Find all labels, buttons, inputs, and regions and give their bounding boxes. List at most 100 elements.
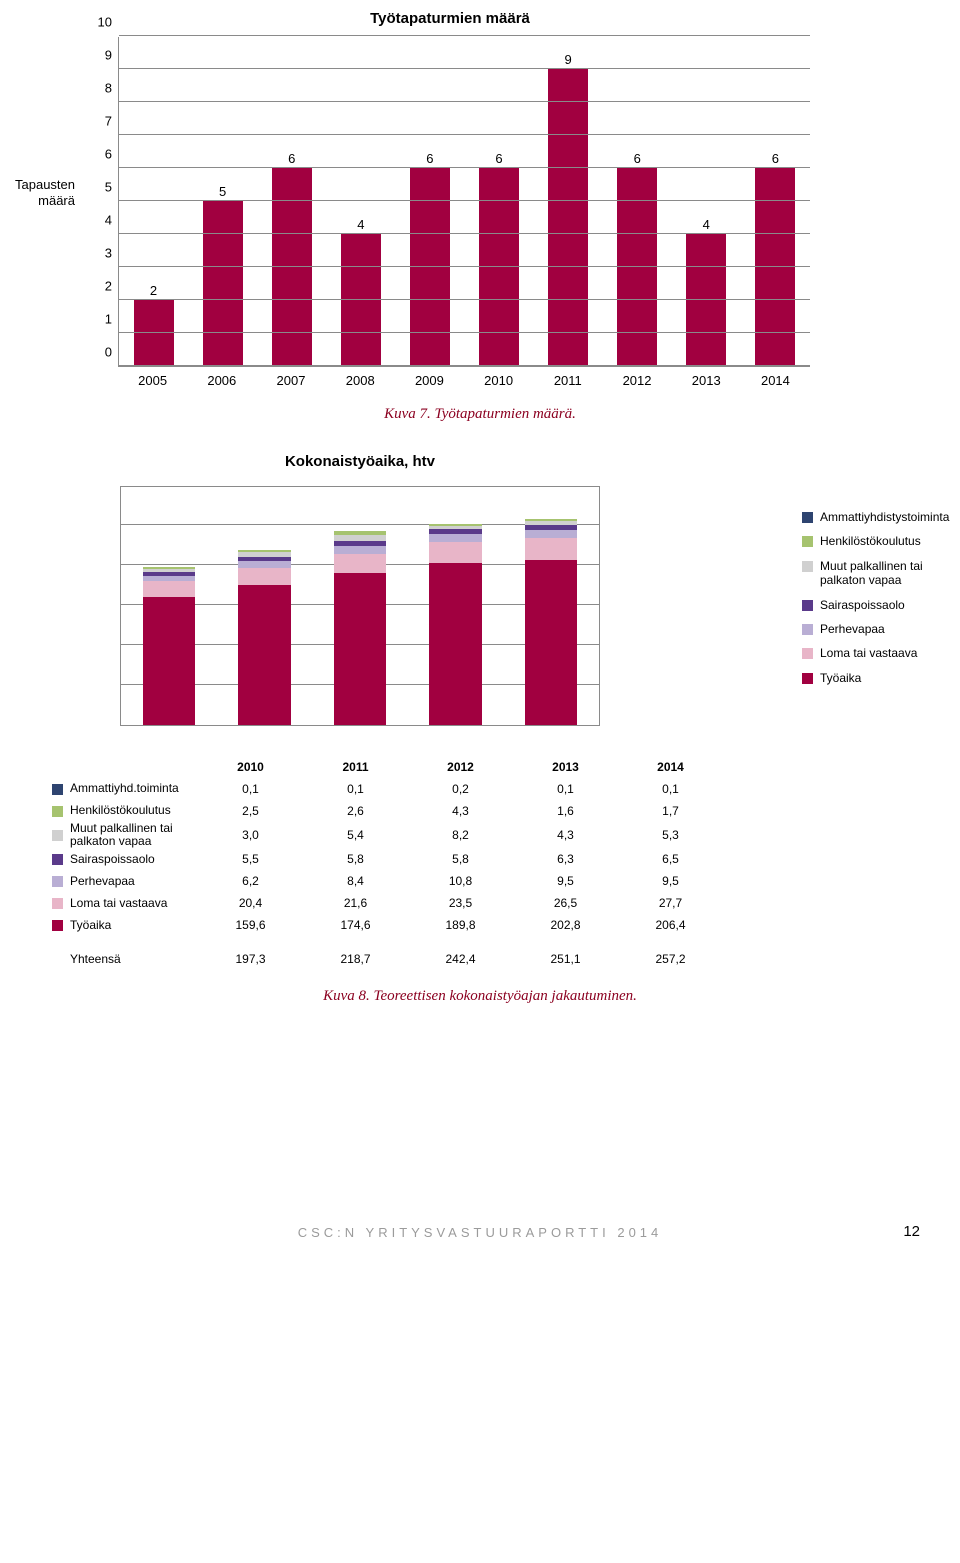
table-cell: 206,4 (618, 918, 723, 932)
y-tick-label: 5 (105, 180, 112, 195)
x-tick-label: 2013 (672, 367, 741, 388)
legend-swatch (802, 512, 813, 523)
page-footer: CSC:N YRITYSVASTUURAPORTTI 2014 12 (40, 1225, 920, 1240)
y-tick-label: 0 (105, 345, 112, 360)
table-cell: 1,6 (513, 804, 618, 818)
legend-item: Ammattiyhdistystoiminta (802, 510, 949, 524)
bar-value-label: 6 (634, 151, 641, 166)
legend-item: Henkilöstökoulutus (802, 534, 949, 548)
table-cell: 2,5 (198, 804, 303, 818)
y-tick-label: 4 (105, 213, 112, 228)
x-tick-label: 2008 (326, 367, 395, 388)
legend-item: Perhevapaa (802, 622, 949, 636)
stacked-chart-legend: Ammattiyhdistystoiminta Henkilöstökoulutu… (802, 486, 949, 970)
table-cell: 1,7 (618, 804, 723, 818)
total-cell: 218,7 (303, 952, 408, 966)
table-row: Henkilöstökoulutus2,52,64,31,61,7 (52, 800, 752, 822)
legend-item: Muut palkallinen tai palkaton vapaa (802, 559, 949, 588)
table-row: Työaika159,6174,6189,8202,8206,4 (52, 914, 752, 936)
x-tick-label: 2009 (395, 367, 464, 388)
bar-chart-ylabel: Tapausten määrä (0, 177, 75, 208)
accident-bar-chart: Työtapaturmien määrä Tapausten määrä 012… (90, 10, 810, 388)
stacked-bar (525, 519, 578, 725)
table-cell: 21,6 (303, 896, 408, 910)
row-swatch (52, 898, 63, 909)
table-cell: 6,3 (513, 852, 618, 866)
table-cell: 5,4 (303, 828, 408, 842)
table-cell: 202,8 (513, 918, 618, 932)
x-tick-label: 2006 (187, 367, 256, 388)
x-tick-label: 2014 (741, 367, 810, 388)
bar (410, 168, 450, 366)
legend-swatch (802, 624, 813, 635)
x-tick-label: 2007 (256, 367, 325, 388)
table-cell: 3,0 (198, 828, 303, 842)
table-cell: 4,3 (513, 828, 618, 842)
row-label: Ammattiyhd.toiminta (70, 782, 198, 795)
legend-swatch (802, 561, 813, 572)
legend-label: Ammattiyhdistystoiminta (820, 510, 949, 524)
table-cell: 6,5 (618, 852, 723, 866)
table-cell: 6,2 (198, 874, 303, 888)
table-header-cell: 2010 (198, 760, 303, 774)
table-cell: 5,5 (198, 852, 303, 866)
table-cell: 5,8 (408, 852, 513, 866)
table-header-cell: 2011 (303, 760, 408, 774)
stacked-chart-title: Kokonaistyöaika, htv (120, 453, 600, 470)
y-tick-label: 7 (105, 114, 112, 129)
table-cell: 10,8 (408, 874, 513, 888)
table-cell: 5,8 (303, 852, 408, 866)
table-header-cell: 2012 (408, 760, 513, 774)
table-cell: 8,2 (408, 828, 513, 842)
table-cell: 0,2 (408, 782, 513, 796)
legend-item: Työaika (802, 671, 949, 685)
table-row: Loma tai vastaava20,421,623,526,527,7 (52, 892, 752, 914)
legend-item: Loma tai vastaava (802, 646, 949, 660)
bar (617, 168, 657, 366)
bar-value-label: 4 (357, 217, 364, 232)
row-swatch (52, 830, 63, 841)
row-label: Muut palkallinen tai palkaton vapaa (70, 822, 198, 848)
bar (686, 234, 726, 366)
y-tick-label: 10 (98, 15, 112, 30)
bar (341, 234, 381, 366)
bar-value-label: 5 (219, 184, 226, 199)
bar (548, 69, 588, 366)
table-cell: 2,6 (303, 804, 408, 818)
row-label: Perhevapaa (70, 875, 198, 888)
y-tick-label: 8 (105, 81, 112, 96)
bar (134, 300, 174, 366)
legend-swatch (802, 600, 813, 611)
stacked-bar (143, 567, 196, 725)
table-cell: 8,4 (303, 874, 408, 888)
stacked-bar (238, 550, 291, 725)
table-row: Muut palkallinen tai palkaton vapaa3,05,… (52, 822, 752, 848)
worktime-data-table: 20102011201220132014 Ammattiyhd.toiminta… (52, 756, 752, 970)
bar-value-label: 4 (703, 217, 710, 232)
y-tick-label: 9 (105, 48, 112, 63)
x-tick-label: 2005 (118, 367, 187, 388)
x-tick-label: 2011 (533, 367, 602, 388)
table-cell: 26,5 (513, 896, 618, 910)
table-cell: 9,5 (618, 874, 723, 888)
x-tick-label: 2010 (464, 367, 533, 388)
legend-label: Sairaspoissaolo (820, 598, 905, 612)
table-header-cell: 2014 (618, 760, 723, 774)
figure8-caption: Kuva 8. Teoreettisen kokonaistyöajan jak… (40, 988, 920, 1005)
total-worktime-stacked-chart (120, 486, 600, 726)
legend-swatch (802, 648, 813, 659)
table-row: Sairaspoissaolo5,55,85,86,36,5 (52, 848, 752, 870)
table-cell: 174,6 (303, 918, 408, 932)
bar (479, 168, 519, 366)
bar-value-label: 2 (150, 283, 157, 298)
y-tick-label: 3 (105, 246, 112, 261)
row-swatch (52, 784, 63, 795)
table-cell: 4,3 (408, 804, 513, 818)
y-tick-label: 1 (105, 312, 112, 327)
bar-value-label: 9 (564, 52, 571, 67)
bar-value-label: 6 (426, 151, 433, 166)
legend-label: Perhevapaa (820, 622, 885, 636)
row-swatch (52, 876, 63, 887)
total-cell: 251,1 (513, 952, 618, 966)
bar (272, 168, 312, 366)
